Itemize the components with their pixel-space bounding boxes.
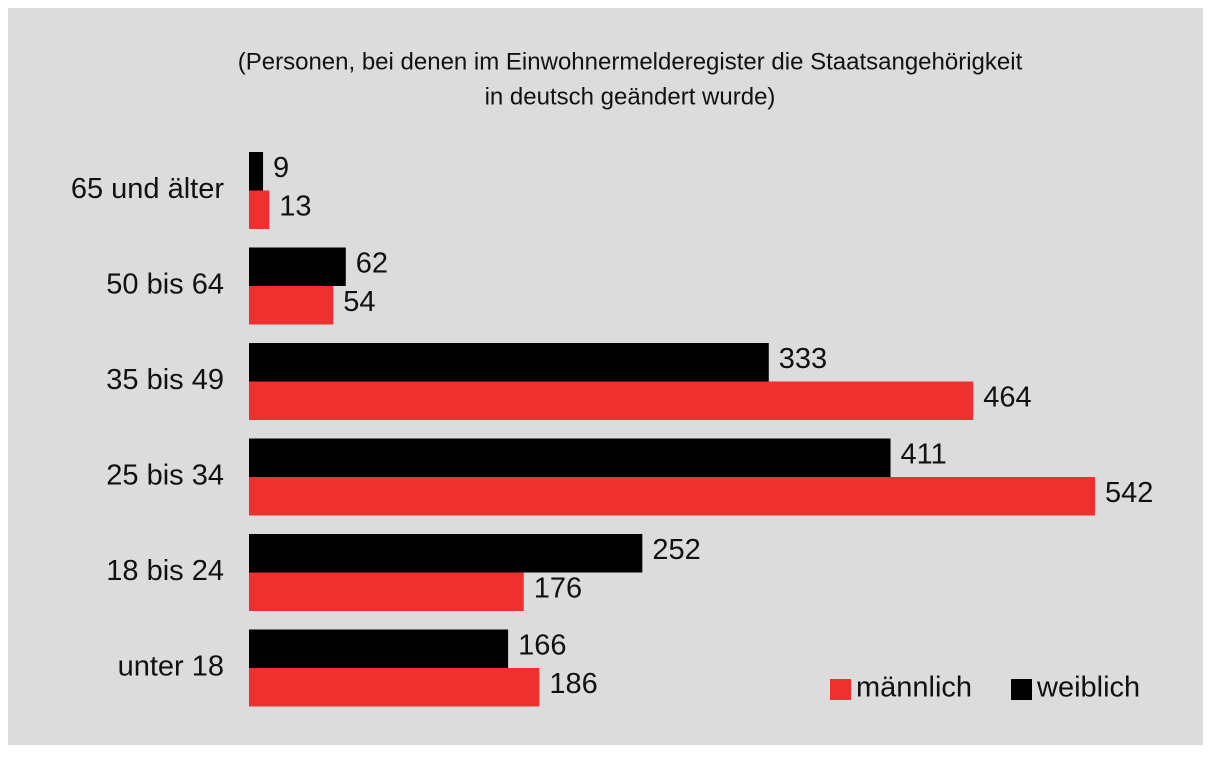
category-label: 50 bis 64 (106, 269, 224, 301)
value-label: 464 (983, 381, 1031, 413)
bar (249, 572, 524, 611)
value-label: 186 (549, 668, 597, 700)
legend-swatch (830, 679, 851, 700)
value-label: 62 (356, 247, 388, 279)
legend-swatch (1011, 679, 1032, 700)
value-label: 542 (1105, 477, 1153, 509)
bar (249, 286, 334, 325)
category-label: 65 und älter (71, 173, 225, 205)
bar (249, 534, 643, 573)
value-label: 54 (343, 286, 375, 318)
legend-label: weiblich (1036, 672, 1140, 704)
value-label: 411 (901, 438, 947, 470)
category-label: 35 bis 49 (106, 364, 224, 396)
category-label: 18 bis 24 (106, 555, 224, 587)
bar (249, 668, 540, 707)
chart-title: in deutsch geändert wurde) (485, 83, 776, 110)
category-label: 25 bis 34 (106, 460, 224, 492)
bar (249, 629, 509, 668)
bar (249, 477, 1095, 516)
category-label: unter 18 (118, 651, 224, 683)
bar (249, 343, 769, 382)
bar (249, 190, 270, 229)
bar (249, 381, 974, 420)
value-label: 252 (652, 534, 700, 566)
value-label: 166 (518, 629, 566, 661)
legend-label: männlich (856, 672, 972, 704)
value-label: 333 (779, 343, 827, 375)
bar (249, 438, 891, 477)
bar (249, 152, 264, 191)
value-label: 176 (534, 572, 582, 604)
value-label: 9 (273, 152, 289, 184)
value-label: 13 (279, 190, 311, 222)
chart-title: (Personen, bei denen im Einwohnermeldere… (238, 48, 1023, 75)
bar (249, 247, 346, 286)
